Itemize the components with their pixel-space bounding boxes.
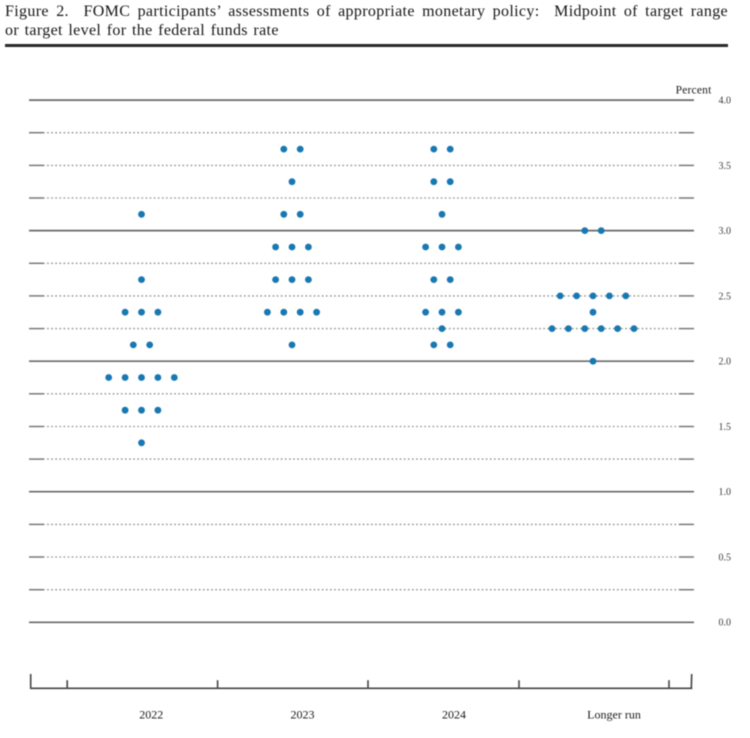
svg-text:1.0: 1.0 <box>719 487 732 498</box>
svg-text:0.0: 0.0 <box>719 618 732 629</box>
svg-text:2.0: 2.0 <box>719 357 732 368</box>
svg-text:2.5: 2.5 <box>719 291 732 302</box>
svg-text:3.5: 3.5 <box>719 161 732 172</box>
svg-text:4.0: 4.0 <box>719 96 732 107</box>
svg-text:0.5: 0.5 <box>719 552 732 563</box>
svg-text:1.5: 1.5 <box>719 422 732 433</box>
svg-text:2022: 2022 <box>139 708 163 722</box>
svg-text:3.0: 3.0 <box>719 226 732 237</box>
svg-text:2024: 2024 <box>442 708 466 722</box>
svg-text:Percent: Percent <box>676 85 712 97</box>
svg-text:Longer run: Longer run <box>587 708 641 722</box>
svg-text:2023: 2023 <box>291 708 315 722</box>
